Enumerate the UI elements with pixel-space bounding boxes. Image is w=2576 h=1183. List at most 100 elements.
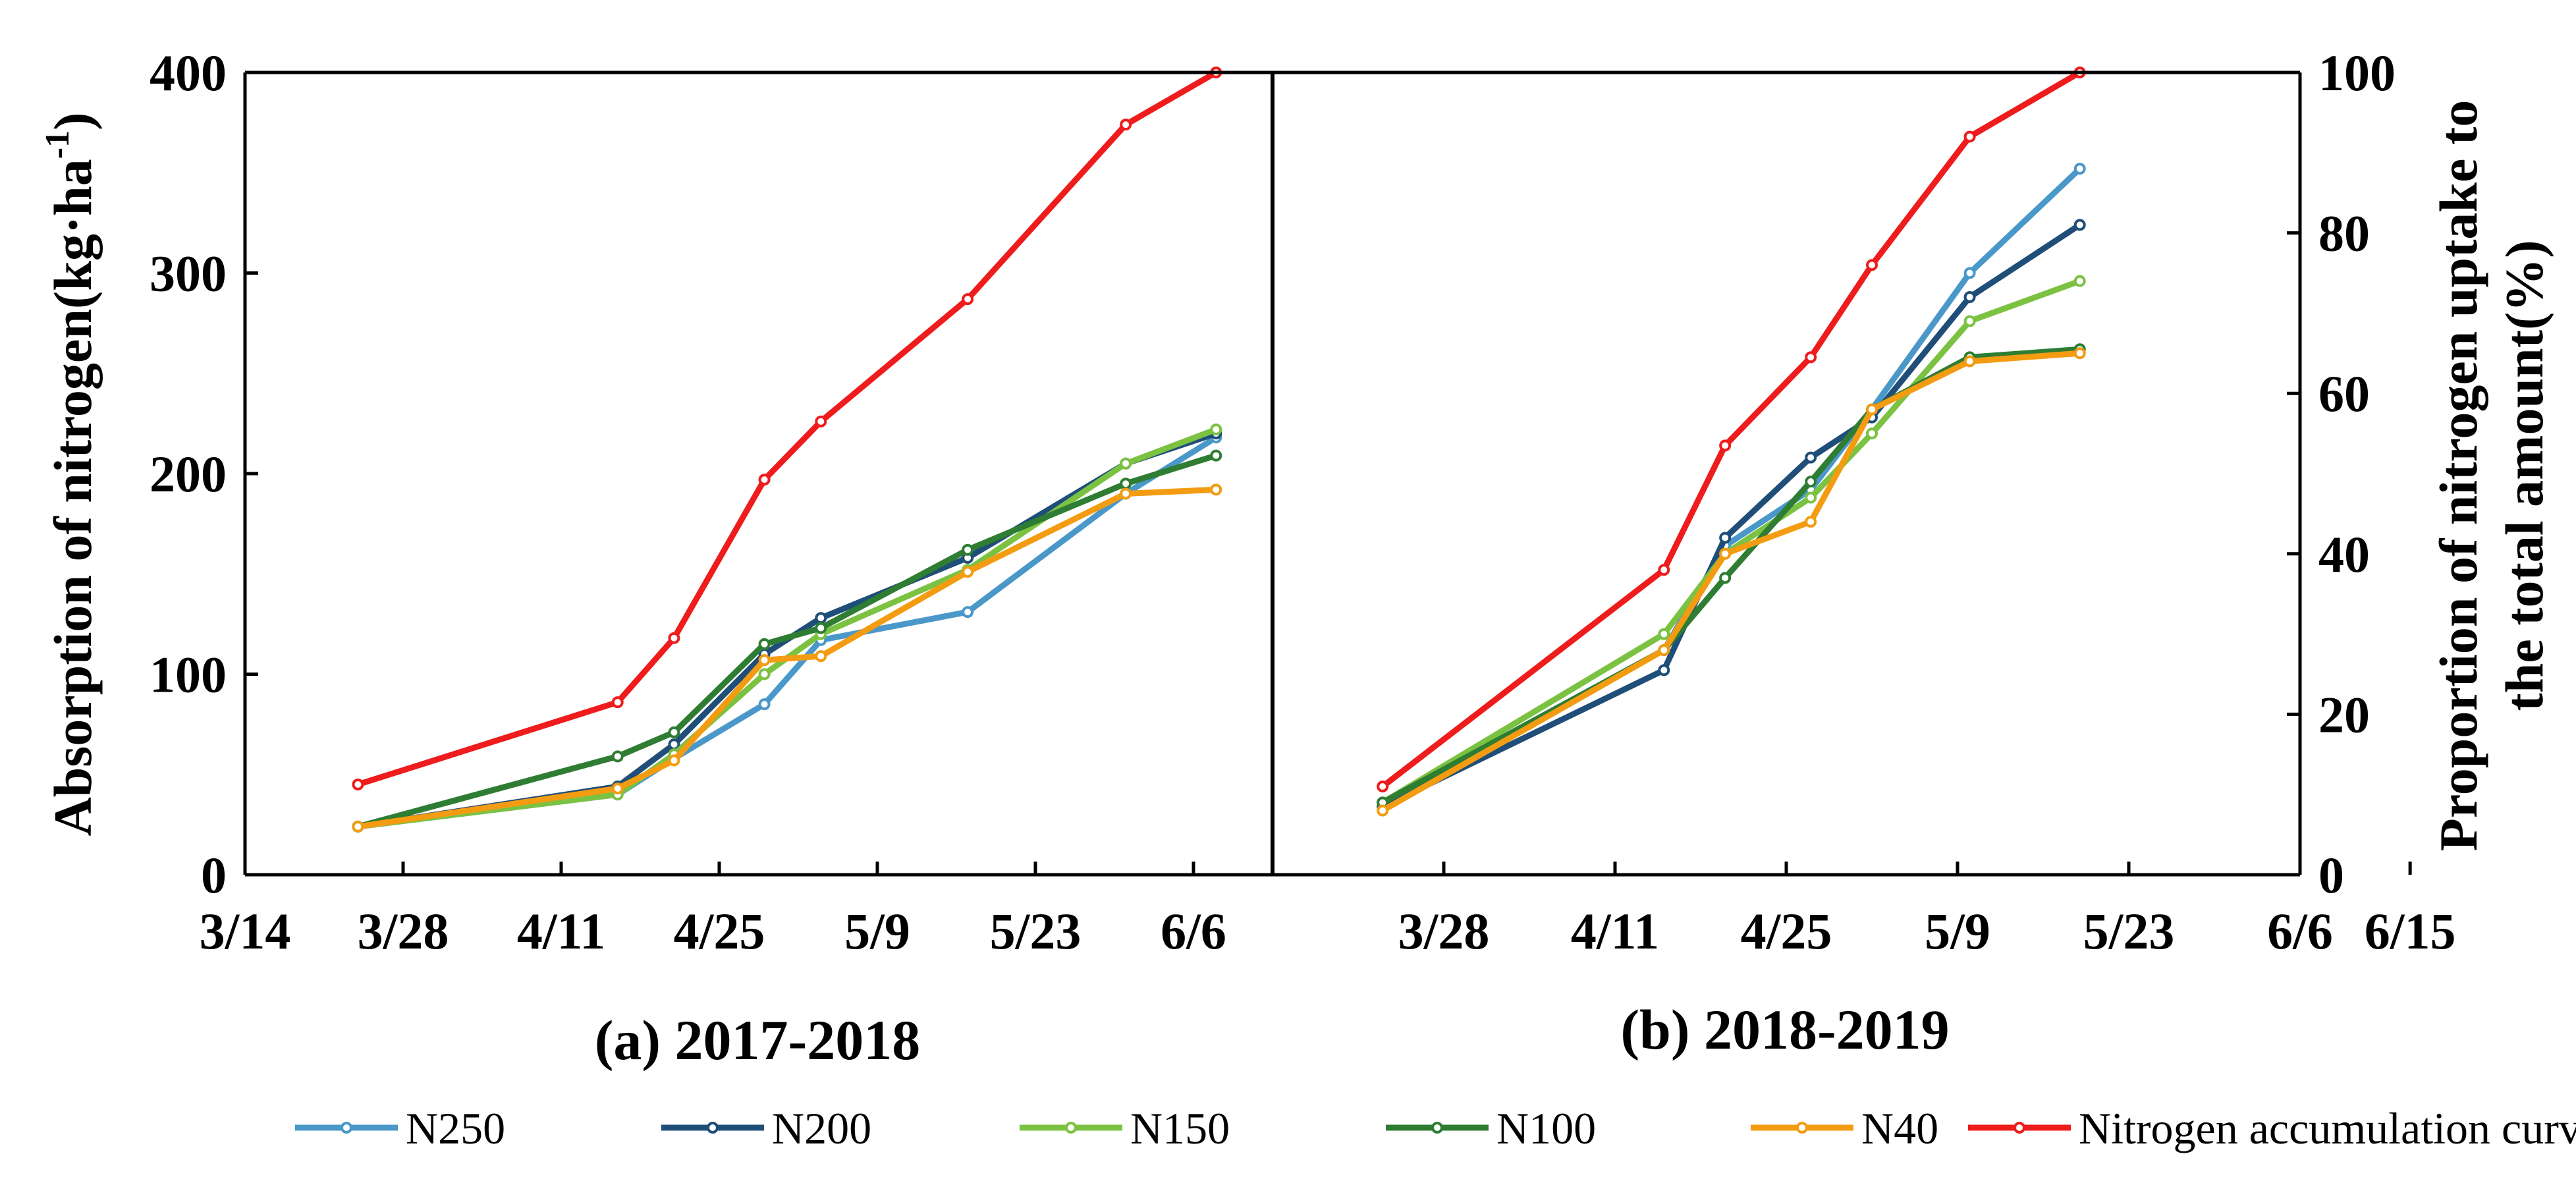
panel-b-series-nitrogen-accumulation-curve-point	[1805, 351, 1817, 364]
panel-a-series-n150-point	[1210, 424, 1222, 436]
legend-marker-n100	[1431, 1122, 1443, 1134]
panel-b-series-n40-point	[1963, 355, 1976, 368]
panel-b-series-n200-point	[1719, 532, 1732, 544]
legend-label-n100: N100	[1496, 1103, 1596, 1153]
panel-a-series-nitrogen-accumulation-curve-point	[962, 293, 974, 306]
legend-label-n250: N250	[406, 1103, 505, 1153]
panel-b-series-n200-point	[1658, 664, 1670, 676]
panel-b-series-n200-point	[1963, 291, 1976, 304]
panel-a-series-n100-point	[668, 726, 680, 738]
panel-a-series-nitrogen-accumulation-curve-point	[1120, 119, 1132, 131]
legend-marker-n250	[341, 1122, 352, 1134]
panel-b-x-tick-label: 6/6	[2267, 902, 2333, 960]
panel-a-plot: 0 100 200 300 400 3/14 3/28 4/11 4/25 5/9 5/23 6/6	[150, 44, 1226, 960]
panel-b-x-tick-label: 6/15	[2365, 902, 2456, 960]
panel-b-series-n200-point	[1805, 451, 1817, 464]
panel-b-plot: 0 20 40 60 80 100 3/28 4/11 4/25 5/9 5/23 6/6 6/15	[1377, 44, 2456, 960]
panel-a-series-nitrogen-accumulation-curve-line	[354, 69, 1219, 788]
legend-marker-n40	[1796, 1122, 1808, 1134]
panel-a-y-axis-title-sup: -1	[39, 130, 76, 159]
panel-b-series-nitrogen-accumulation-curve-point	[1963, 130, 1976, 143]
panel-a-series-nitrogen-accumulation-curve-point	[668, 632, 680, 644]
panel-a-series-n40-point	[962, 566, 974, 578]
panel-b-y-tick-label: 80	[2318, 205, 2370, 262]
plot-frame	[243, 70, 2302, 877]
panel-a-x-tick-label: 4/25	[674, 902, 765, 960]
panel-a-series-n100-point	[1120, 478, 1132, 490]
legend-label-n150: N150	[1130, 1103, 1230, 1153]
panel-a-series-n150-line	[354, 426, 1219, 830]
panel-b-y-tick-label: 20	[2318, 686, 2370, 743]
panel-a-series-n200-point	[815, 612, 827, 624]
legend-label-n40: N40	[1861, 1103, 1938, 1153]
panel-a-y-tick-label: 100	[150, 646, 227, 703]
panel-b-series-nitrogen-accumulation-curve-point	[1377, 781, 1389, 793]
legend-label-nitrogen-accumulation-curve: Nitrogen accumulation curve	[2079, 1103, 2576, 1153]
panel-a-y-axis-title: Absorption of nitrogen(kg·ha-1)	[39, 113, 103, 837]
panel-b-x-tick-label: 5/9	[1925, 902, 1990, 960]
panel-b-series-nitrogen-accumulation-curve-line	[1379, 69, 2083, 790]
panel-a-series-n40-line	[354, 486, 1219, 830]
panel-b-series-nitrogen-accumulation-curve-point	[1719, 439, 1732, 452]
panel-a-series-n100-point	[815, 622, 827, 634]
panel-a-x-tick-label: 5/23	[990, 902, 1082, 960]
panel-a-x-tick-label: 6/6	[1161, 902, 1226, 960]
panel-a-series-n40-point	[611, 783, 624, 795]
panel-a-y-tick-label: 400	[150, 44, 227, 101]
panel-a-series-n40-point	[1120, 487, 1132, 500]
panel-b-x-tick-label: 4/11	[1571, 902, 1659, 960]
panel-a-series-n250-point	[962, 606, 974, 619]
panel-a-series-n40-point	[815, 650, 827, 663]
panel-b-series-n150-point	[1658, 628, 1670, 640]
panel-b-title: (b) 2018-2019	[1620, 998, 1949, 1061]
panel-b-series-n200-line	[1379, 221, 2083, 810]
panel-a-x-tick-label: 4/11	[517, 902, 605, 960]
panel-b-series-n40-point	[2073, 347, 2086, 360]
panel-b-series-n150-point	[1866, 427, 1878, 440]
panel-a-series-n40-point	[668, 754, 680, 767]
panel-b-series-n40-point	[1719, 547, 1732, 560]
panel-b-y-tick-label: 0	[2318, 846, 2344, 904]
panel-b-series-n40-point	[1805, 516, 1817, 528]
panel-b-series-n250-point	[2073, 163, 2086, 175]
panel-b-x-tick-label: 3/28	[1398, 902, 1490, 960]
panel-b-series-n150-point	[1805, 491, 1817, 504]
panel-a-series-n100-point	[1210, 449, 1222, 462]
panel-b-series-n100-point	[1805, 476, 1817, 488]
panel-a-series-n150-point	[1120, 457, 1132, 470]
legend-label-n200: N200	[772, 1103, 871, 1153]
panel-a-y-tick-label: 300	[150, 245, 227, 302]
panel-a-y-tick-label: 0	[201, 846, 227, 904]
panel-a-y-tick-label: 200	[150, 445, 227, 503]
panel-a-series-n100-point	[611, 750, 624, 763]
panel-a-series-nitrogen-accumulation-curve-point	[758, 474, 771, 486]
panel-a-series-n150-point	[758, 668, 771, 680]
panel-b-y-tick-label: 40	[2318, 526, 2370, 583]
panel-a-x-tick-label: 5/9	[844, 902, 910, 960]
panel-b-series-n100-point	[1719, 572, 1732, 584]
panel-a-series-n40-point	[352, 820, 364, 833]
panel-a-x-tick-label: 3/28	[358, 902, 449, 960]
panel-a-series-n250-point	[758, 698, 771, 711]
legend-marker-n200	[707, 1122, 719, 1134]
panel-b-series-n150-point	[1963, 315, 1976, 327]
panel-b-series-n40-point	[1658, 644, 1670, 656]
panel-b-series-n150-point	[2073, 275, 2086, 287]
legend: N250 N200 N150 N100 N40 Nitrogen accumulation…	[295, 1103, 2576, 1153]
panel-a-series-nitrogen-accumulation-curve-point	[352, 778, 364, 790]
panel-a-series-n100-point	[962, 543, 974, 556]
legend-marker-nitrogen-accumulation-curve	[2014, 1122, 2025, 1134]
panel-a-series-nitrogen-accumulation-curve-point	[611, 696, 624, 709]
panel-b-y-axis-title-line2: the total amount(%)	[2494, 240, 2554, 711]
panel-b-series-n250-point	[1963, 267, 1976, 279]
panel-a-series-n100-line	[354, 453, 1219, 830]
panel-b-y-tick-label: 60	[2318, 365, 2370, 422]
panel-b-series-n40-point	[1866, 403, 1878, 416]
panel-b-series-nitrogen-accumulation-curve-point	[1866, 259, 1878, 271]
panel-a-series-n250-line	[354, 434, 1219, 830]
panel-a-series-n100-point	[758, 638, 771, 650]
panel-a-series-n40-point	[758, 654, 771, 667]
panel-b-y-tick-label: 100	[2318, 44, 2396, 101]
panel-a-series-n40-point	[1210, 483, 1222, 496]
